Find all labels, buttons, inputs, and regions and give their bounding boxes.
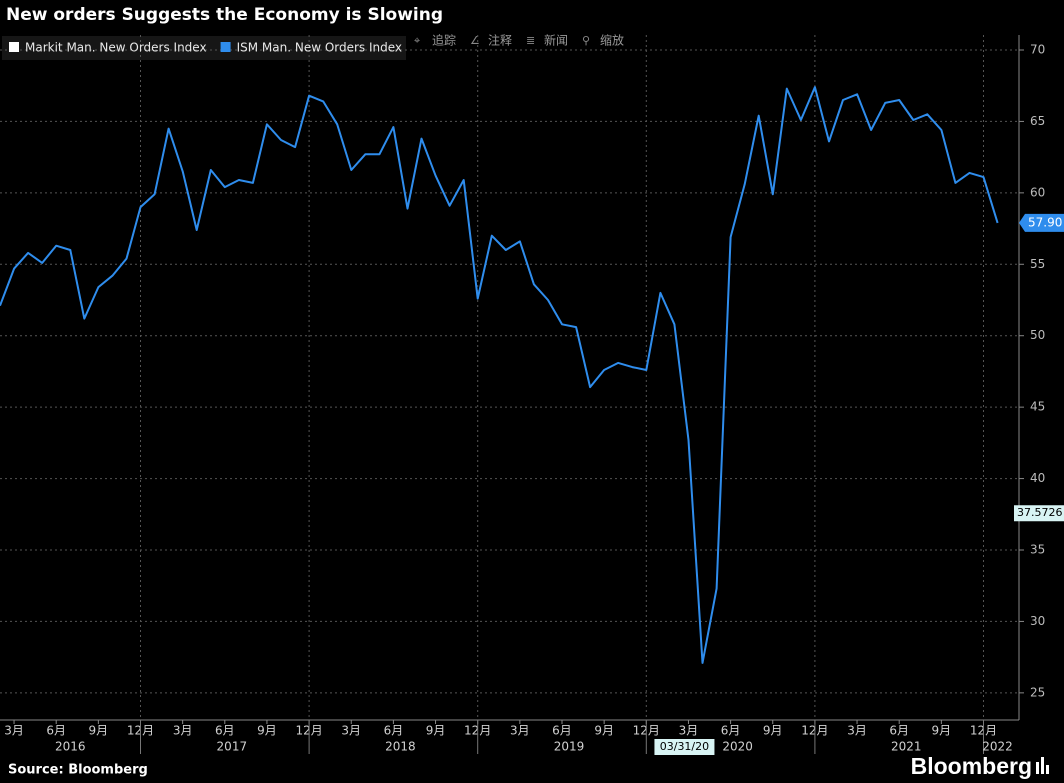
toolbar-icon: ∠ [470,34,480,47]
year-label: 2021 [891,740,922,754]
y-tick-label: 60 [1030,185,1045,199]
y-tick-label: 65 [1030,114,1045,128]
x-tick-label: 3月 [4,724,24,738]
x-tick-label: 9月 [89,724,109,738]
x-tick-label: 6月 [46,724,66,738]
toolbar-button[interactable]: ∠ 注释 [470,33,512,48]
legend-label: Markit Man. New Orders Index [25,41,207,55]
x-tick-label: 3月 [847,724,867,738]
x-tick-label: 6月 [552,724,572,738]
toolbar-button[interactable]: ⌖ 追踪 [414,33,456,48]
y-tick-label: 35 [1030,543,1045,557]
x-tick-label: 3月 [173,724,193,738]
last-value-box [1019,213,1064,232]
x-tick-label: 6月 [384,724,404,738]
y-tick-label: 30 [1030,614,1045,628]
legend-box [2,36,406,60]
source: Source: Bloomberg [8,763,148,778]
toolbar-icon: ⌖ [414,34,420,47]
legend-label: ISM Man. New Orders Index [237,41,402,55]
y-tick-label: 70 [1030,43,1045,57]
x-tick-label: 3月 [341,724,361,738]
toolbar-label: 缩放 [600,33,624,48]
x-tick-label: 6月 [215,724,235,738]
legend-swatch [9,42,19,52]
x-tick-label: 6月 [721,724,741,738]
year-label: 2020 [722,740,753,754]
y-tick-label: 55 [1030,257,1045,271]
year-label: 2019 [554,740,585,754]
x-tick-label: 9月 [594,724,614,738]
toolbar-label: 注释 [488,33,512,48]
y-tick-label: 50 [1030,328,1045,342]
toolbar-label: 新闻 [544,33,568,48]
year-label: 2017 [217,740,248,754]
x-tick-label: 3月 [679,724,699,738]
toolbar-icon: ≣ [526,34,535,47]
crosshair-y-label: 37.5726 [1017,506,1063,519]
y-tick-label: 45 [1030,400,1045,414]
toolbar-button[interactable]: ≣ 新闻 [526,33,568,48]
y-tick-label: 25 [1030,685,1045,699]
logo-bars [1036,757,1049,774]
toolbar-button[interactable]: ⚲ 缩放 [582,33,624,48]
x-tick-label: 9月 [932,724,952,738]
year-label: 2018 [385,740,416,754]
crosshair-x-label: 03/31/20 [660,740,709,753]
toolbar-label: 追踪 [432,33,456,48]
legend-swatch [220,42,231,52]
year-label: 2022 [982,740,1013,754]
x-tick-label: 9月 [426,724,446,738]
crosshair-y-box [1014,505,1064,522]
crosshair-x-box [654,739,715,755]
toolbar-icon: ⚲ [582,34,590,47]
chart-title: New orders Suggests the Economy is Slowi… [6,5,443,25]
logo-bar [1036,762,1039,774]
y-tick-label: 40 [1030,471,1045,485]
logo: Bloomberg [911,753,1032,779]
logo-bar [1046,765,1049,774]
series-line [0,86,999,664]
logo-bar [1041,757,1044,774]
x-tick-label: 9月 [763,724,783,738]
x-tick-label: 3月 [510,724,530,738]
x-tick-label: 6月 [889,724,909,738]
x-tick-label: 9月 [257,724,277,738]
year-label: 2016 [55,740,86,754]
last-value-label: 57.90 [1028,215,1062,229]
